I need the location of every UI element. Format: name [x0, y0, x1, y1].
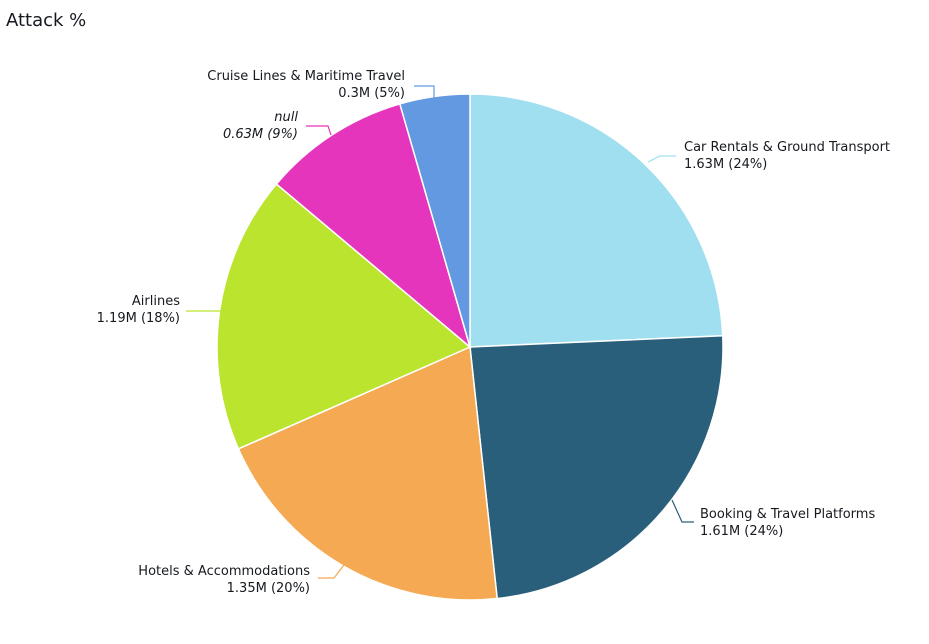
pie-slice-car-rentals-ground-transport[interactable]	[469, 93, 724, 348]
slice-label-name: Booking & Travel Platforms	[700, 507, 875, 522]
slice-label-name: null	[274, 110, 298, 125]
slice-label-name: Cruise Lines & Maritime Travel	[207, 69, 405, 84]
slice-labels: Car Rentals & Ground Transport 1.63M (24%…	[97, 69, 890, 596]
chart-title: Attack %	[6, 10, 87, 31]
slice-label-value: 1.35M (20%)	[227, 581, 310, 596]
slice-label-name: Airlines	[132, 294, 180, 309]
pie-slice-null[interactable]	[275, 102, 472, 350]
leader-line-null	[306, 125, 332, 136]
pie-slices	[216, 93, 724, 601]
slice-label-name: Car Rentals & Ground Transport	[684, 140, 890, 155]
slice-label-name: Hotels & Accommodations	[138, 564, 310, 579]
leader-line-booking-travel-platforms	[671, 499, 694, 523]
slice-label-value: 0.3M (5%)	[338, 86, 405, 101]
pie-slice-booking-travel-platforms[interactable]	[469, 334, 724, 600]
slice-label-value: 1.19M (18%)	[97, 311, 180, 326]
leader-line-hotels-accommodations	[318, 564, 345, 579]
slice-label-value: 1.63M (24%)	[684, 157, 767, 172]
leader-line-car-rentals-ground-transport	[647, 155, 676, 163]
slice-label-value: 0.63M (9%)	[223, 127, 298, 142]
leader-line-cruise-lines-maritime-travel	[414, 85, 435, 98]
leader-lines	[186, 85, 694, 579]
slice-label-value: 1.61M (24%)	[700, 524, 783, 539]
